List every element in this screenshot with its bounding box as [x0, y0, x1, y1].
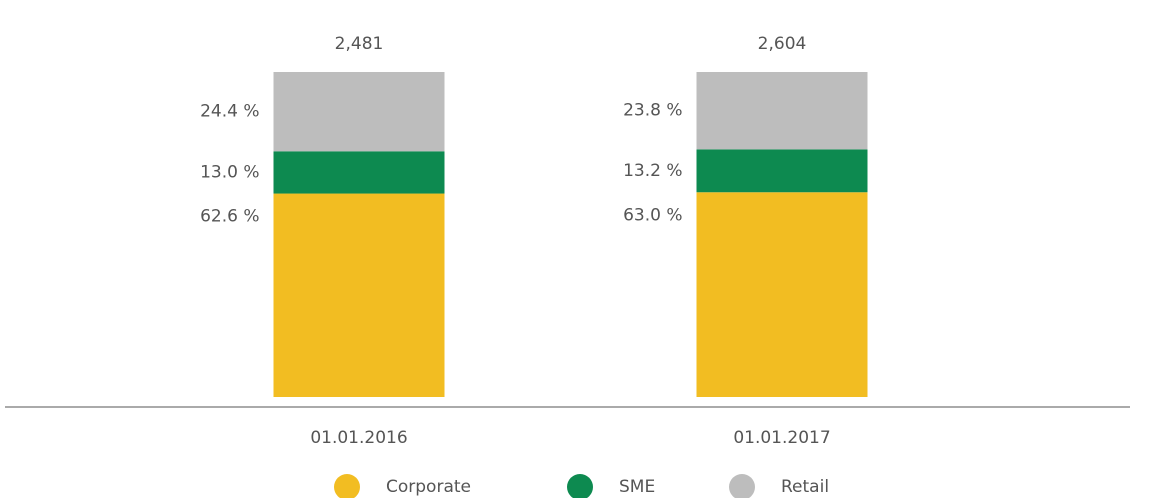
legend-swatch [729, 474, 755, 498]
total-label: 2,481 [335, 34, 384, 54]
value-label: 63.0 % [623, 205, 682, 225]
total-label: 2,604 [758, 34, 807, 54]
value-label: 62.6 % [200, 207, 259, 227]
legend-label: Corporate [386, 477, 471, 497]
value-label: 13.2 % [623, 161, 682, 181]
bar-segment [696, 192, 868, 397]
value-label: 24.4 % [200, 102, 259, 122]
bar-segment [273, 72, 445, 152]
x-tick-label: 01.01.2017 [733, 428, 830, 448]
legend-swatch [567, 474, 593, 498]
bar-segment [273, 193, 445, 397]
value-label: 23.8 % [623, 101, 682, 121]
value-label: 13.0 % [200, 162, 259, 182]
legend-label: Retail [781, 477, 829, 497]
legend-swatch [334, 474, 360, 498]
bar-segment [696, 72, 868, 150]
bar-segment [273, 151, 445, 194]
x-tick-label: 01.01.2016 [310, 428, 407, 448]
legend-label: SME [619, 477, 655, 497]
bar-segment [696, 149, 868, 193]
